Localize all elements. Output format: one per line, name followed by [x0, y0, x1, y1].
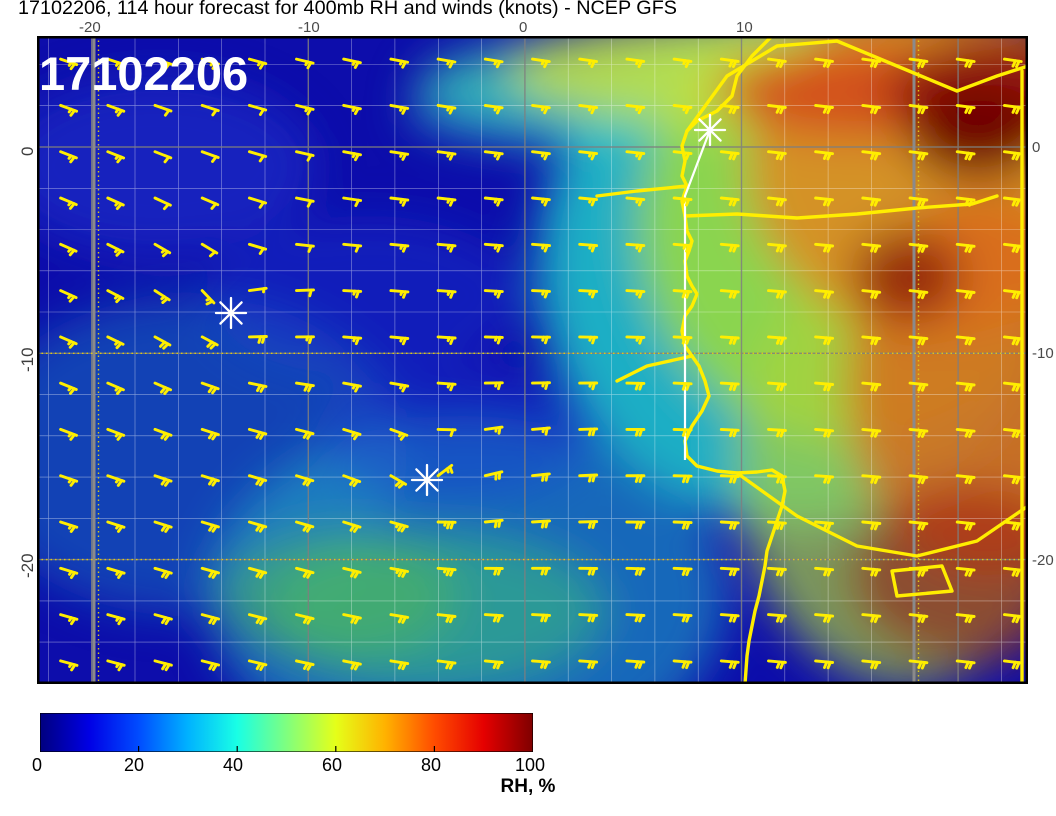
svg-text:17102206: 17102206 [39, 47, 248, 100]
